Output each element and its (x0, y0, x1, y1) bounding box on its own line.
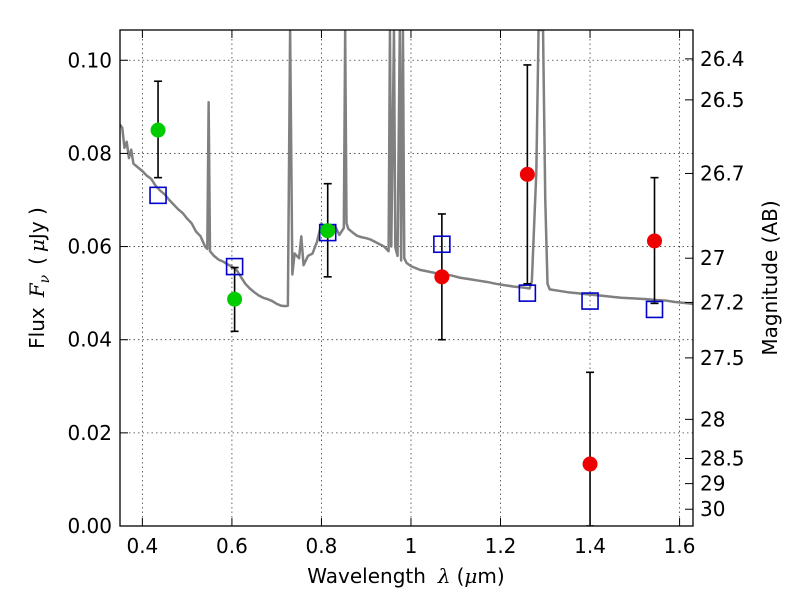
x-axis-title-symbol: λ (437, 564, 451, 588)
model-square-marker (518, 284, 537, 302)
x-tick-label: 0.6 (216, 534, 248, 558)
model-square-marker (433, 235, 451, 254)
x-axis-title: Wavelength λ (μm) (307, 564, 504, 588)
y-tick-label: 0.08 (67, 141, 112, 165)
data-markers (149, 122, 664, 472)
model-square-marker (225, 257, 244, 276)
y2-tick-label: 29 (700, 472, 725, 496)
upper-limit-point-marker (434, 269, 450, 285)
x-tick-label: 0.4 (126, 534, 158, 558)
x-tick-label: 1 (405, 534, 418, 558)
model-square-marker (645, 300, 664, 319)
plot-frame (119, 29, 694, 527)
x-tick-label: 1.2 (485, 534, 517, 558)
y2-tick-label: 27.2 (700, 290, 745, 314)
x-axis-title-unit-open: ( (457, 564, 465, 588)
y-axis-title-symbol: F (25, 282, 49, 298)
y-axis-title-unit-open: ( (25, 257, 49, 265)
model-square-marker (149, 186, 167, 205)
y2-tick-label: 26.7 (700, 161, 745, 185)
x-tick-label: 1.4 (574, 534, 606, 558)
x-axis-title-unit-rest: m) (477, 564, 504, 588)
detected-point-marker (150, 122, 166, 138)
y-tick-label: 0.02 (67, 421, 112, 445)
x-tick-label: 1.6 (664, 534, 696, 558)
y2-tick-label: 28.5 (700, 446, 745, 470)
y-axis-title-unit-mu: μ (25, 239, 49, 252)
y-tick-label: 0.10 (67, 48, 112, 72)
x-axis-title-unit-mu: μ (464, 564, 477, 588)
y2-tick-label: 30 (700, 497, 725, 521)
x-axis-title-text: Wavelength (307, 564, 426, 588)
y2-tick-label: 27.5 (700, 346, 745, 370)
x-axis-ticks: 0.4 0.6 0.8 1 1.2 1.4 1.6 (126, 30, 695, 558)
upper-limit-point-marker (647, 233, 663, 249)
y2-axis-title: Magnitude (AB) (758, 200, 782, 355)
y-axis-title-unit-rest: Jy ) (25, 207, 49, 241)
y-tick-label: 0.00 (67, 514, 112, 538)
detected-point-marker (227, 291, 243, 307)
y-tick-label: 0.04 (67, 328, 112, 352)
y-axis-title-text: Flux (25, 307, 49, 349)
upper-limit-point-marker (519, 166, 535, 182)
x-tick-label: 0.8 (306, 534, 338, 558)
upper-limit-point-marker (582, 456, 598, 472)
y2-tick-label: 26.5 (700, 88, 745, 112)
y2-tick-label: 28 (700, 407, 725, 431)
model-square-marker (581, 292, 599, 310)
grid-lines (120, 30, 693, 527)
y-axis-title: Flux Fν ( μJy ) (25, 207, 53, 349)
y2-tick-label: 26.4 (700, 47, 745, 71)
y2-tick-label: 27 (700, 246, 725, 270)
y-tick-label: 0.06 (67, 235, 112, 259)
y-axis-ticks: 0.00 0.02 0.04 0.06 0.08 0.10 (67, 48, 128, 538)
y-axis-title-subscript: ν (37, 274, 53, 283)
detected-point-marker (320, 223, 336, 239)
model-spectrum-line (120, 30, 693, 308)
